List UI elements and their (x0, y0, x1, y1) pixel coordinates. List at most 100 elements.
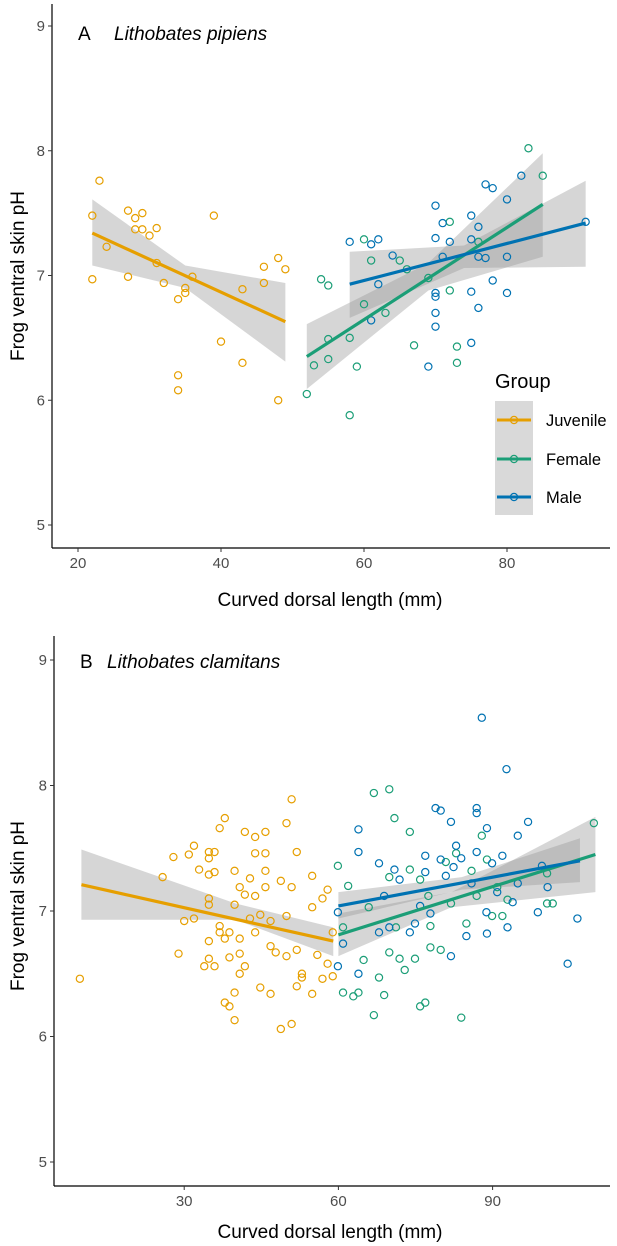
data-point-female (395, 954, 404, 963)
data-point-male (436, 855, 445, 864)
points (88, 144, 590, 420)
data-point-juvenile (181, 288, 190, 298)
data-point-male (472, 808, 481, 818)
data-point-juvenile (276, 876, 286, 886)
data-point-male (467, 235, 476, 244)
data-point-male (462, 931, 471, 941)
data-point-male (581, 217, 590, 227)
data-point-female (415, 875, 425, 884)
fit-line-juvenile (91, 231, 287, 324)
data-point-juvenile (209, 211, 219, 220)
data-point-male (488, 183, 497, 193)
data-point-male (543, 882, 552, 892)
legend-label-juvenile: Juvenile (546, 412, 607, 430)
data-point-female (424, 273, 433, 283)
data-point-juvenile (88, 275, 97, 284)
data-point-male (498, 851, 507, 860)
data-point-juvenile (145, 231, 154, 240)
data-point-male (426, 909, 435, 918)
data-point-juvenile (158, 872, 167, 882)
data-point-juvenile (261, 849, 270, 858)
data-point-male (457, 854, 466, 863)
data-point-male (467, 211, 476, 220)
x-tick-label: 30 (176, 1193, 193, 1210)
data-point-male (446, 951, 456, 961)
data-point-female (379, 990, 389, 1000)
data-point-female (421, 998, 430, 1007)
data-point-juvenile (194, 865, 204, 874)
data-point-juvenile (261, 866, 270, 876)
data-point-male (431, 201, 440, 210)
data-point-male (441, 871, 451, 881)
data-point-female (589, 818, 599, 828)
data-point-juvenile (215, 823, 224, 833)
data-point-juvenile (123, 272, 133, 281)
y-tick-label: 5 (37, 517, 45, 534)
data-point-juvenile (259, 278, 269, 288)
data-point-male (493, 887, 502, 897)
ci-band-juvenile (81, 849, 334, 957)
data-point-female (390, 813, 399, 823)
data-point-male (502, 288, 512, 298)
data-point-juvenile (123, 206, 133, 215)
data-point-female (538, 171, 547, 180)
data-point-female (405, 827, 415, 837)
data-point-juvenile (102, 242, 111, 252)
ci-band-female (306, 153, 543, 390)
data-point-juvenile (274, 253, 283, 263)
data-point-juvenile (240, 962, 250, 971)
legend-label-female: Female (546, 451, 601, 469)
data-point-juvenile (230, 900, 239, 909)
panel-title: Lithobates clamitans (107, 652, 281, 673)
data-point-juvenile (216, 337, 226, 346)
data-point-juvenile (287, 1019, 296, 1029)
data-point-juvenile (173, 371, 183, 380)
data-point-juvenile (235, 969, 244, 978)
data-point-female (359, 299, 369, 309)
data-point-juvenile (230, 1015, 239, 1025)
data-point-juvenile (282, 911, 291, 921)
data-point-female (395, 256, 404, 265)
data-point-female (524, 144, 533, 153)
data-point-juvenile (323, 959, 332, 968)
legend-label-male: Male (546, 489, 582, 507)
fit-line-female (337, 852, 596, 937)
data-point-female (487, 911, 497, 921)
data-point-female (369, 788, 379, 798)
data-point-male (502, 764, 511, 774)
data-point-juvenile (245, 874, 255, 883)
data-point-juvenile (220, 998, 230, 1007)
data-point-female (415, 1002, 425, 1011)
data-point-male (523, 817, 533, 827)
panel-label: B (80, 652, 93, 673)
data-point-juvenile (240, 890, 250, 899)
data-point-juvenile (266, 941, 275, 951)
data-point-male (482, 908, 491, 917)
data-point-female (345, 411, 354, 420)
data-point-juvenile (307, 871, 317, 881)
data-point-juvenile (307, 989, 317, 999)
data-point-female (424, 891, 433, 901)
data-point-male (517, 171, 526, 180)
y-tick-label: 6 (39, 1029, 47, 1046)
panel-a: 5 6 7 8 9 20 40 60 80 A Lithobates pipiens Curve… (8, 4, 610, 611)
y-tick-label: 6 (37, 392, 45, 409)
data-point-female (441, 857, 451, 867)
data-point-juvenile (204, 954, 214, 963)
fit-line-juvenile (81, 883, 334, 943)
data-point-juvenile (88, 211, 97, 220)
data-point-juvenile (200, 962, 209, 971)
data-point-male (374, 928, 384, 937)
y-tick-label: 9 (37, 18, 45, 35)
data-point-male (482, 929, 492, 938)
data-point-male (421, 867, 430, 877)
data-point-female (457, 1013, 466, 1022)
data-point-male (405, 928, 415, 937)
y-tick-label: 8 (39, 778, 47, 795)
data-point-juvenile (238, 358, 247, 368)
data-point-juvenile (307, 903, 317, 912)
fit-line-male (349, 221, 587, 286)
data-point-juvenile (235, 934, 244, 943)
ci-bands (92, 153, 586, 390)
data-point-male (474, 303, 483, 313)
